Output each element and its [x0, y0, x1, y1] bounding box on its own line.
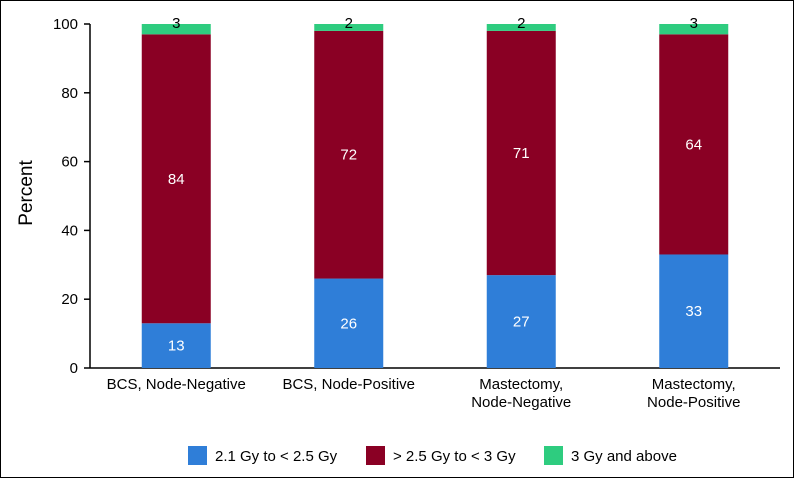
- bar-data-label: 2: [517, 15, 525, 32]
- x-category-label: BCS, Node-Positive: [282, 376, 415, 393]
- bar-segment: [141, 323, 211, 368]
- bar-data-label: 27: [513, 314, 530, 331]
- bar-segment: [659, 34, 729, 255]
- bar-segment: [659, 24, 729, 35]
- bar-data-label: 3: [690, 15, 698, 32]
- legend-label: 3 Gy and above: [571, 448, 677, 465]
- legend: 2.1 Gy to < 2.5 Gy > 2.5 Gy to < 3 Gy 3 Gy…: [188, 446, 677, 465]
- bar-data-label: 84: [168, 171, 185, 188]
- legend-swatch: [366, 446, 385, 465]
- x-category-label: Mastectomy,: [479, 376, 563, 393]
- legend-label: 2.1 Gy to < 2.5 Gy: [215, 448, 338, 465]
- bar-data-label: 64: [685, 136, 702, 153]
- legend-label: > 2.5 Gy to < 3 Gy: [393, 448, 516, 465]
- bar-data-label: 33: [685, 303, 702, 320]
- bar-data-label: 2: [345, 15, 353, 32]
- y-tick-label: 20: [61, 291, 78, 308]
- x-category-label: BCS, Node-Negative: [107, 376, 246, 393]
- bar-data-label: 26: [340, 315, 357, 332]
- bar-segment: [486, 30, 556, 276]
- bar-segment: [659, 254, 729, 368]
- bar-segment: [314, 24, 384, 31]
- y-tick-label: 60: [61, 154, 78, 171]
- bar-data-label: 71: [513, 145, 530, 162]
- bar-segment: [314, 30, 384, 279]
- x-axis-labels: BCS, Node-Negative BCS, Node-Positive Mast…: [107, 376, 741, 411]
- x-category-label: Node-Negative: [471, 394, 571, 411]
- bar-data-label: 72: [340, 147, 357, 164]
- bar-data-label: 13: [168, 338, 185, 355]
- x-category-label: Mastectomy,: [652, 376, 736, 393]
- y-tick-label: 100: [53, 16, 78, 33]
- y-tick-label: 40: [61, 222, 78, 239]
- bar-data-label: 3: [172, 15, 180, 32]
- y-axis-title: Percent: [16, 160, 37, 226]
- bar-segment: [486, 24, 556, 31]
- legend-swatch: [188, 446, 207, 465]
- x-category-label: Node-Positive: [647, 394, 740, 411]
- bar-segment: [314, 278, 384, 368]
- bar-segment: [486, 275, 556, 368]
- bar-segment: [141, 24, 211, 35]
- legend-swatch: [544, 446, 563, 465]
- y-tick-label: 80: [61, 85, 78, 102]
- y-tick-label: 0: [70, 360, 78, 377]
- bar-segment: [141, 34, 211, 324]
- bars: 13 84 3 26 72 2 27 71 2 33 64 3: [141, 15, 729, 368]
